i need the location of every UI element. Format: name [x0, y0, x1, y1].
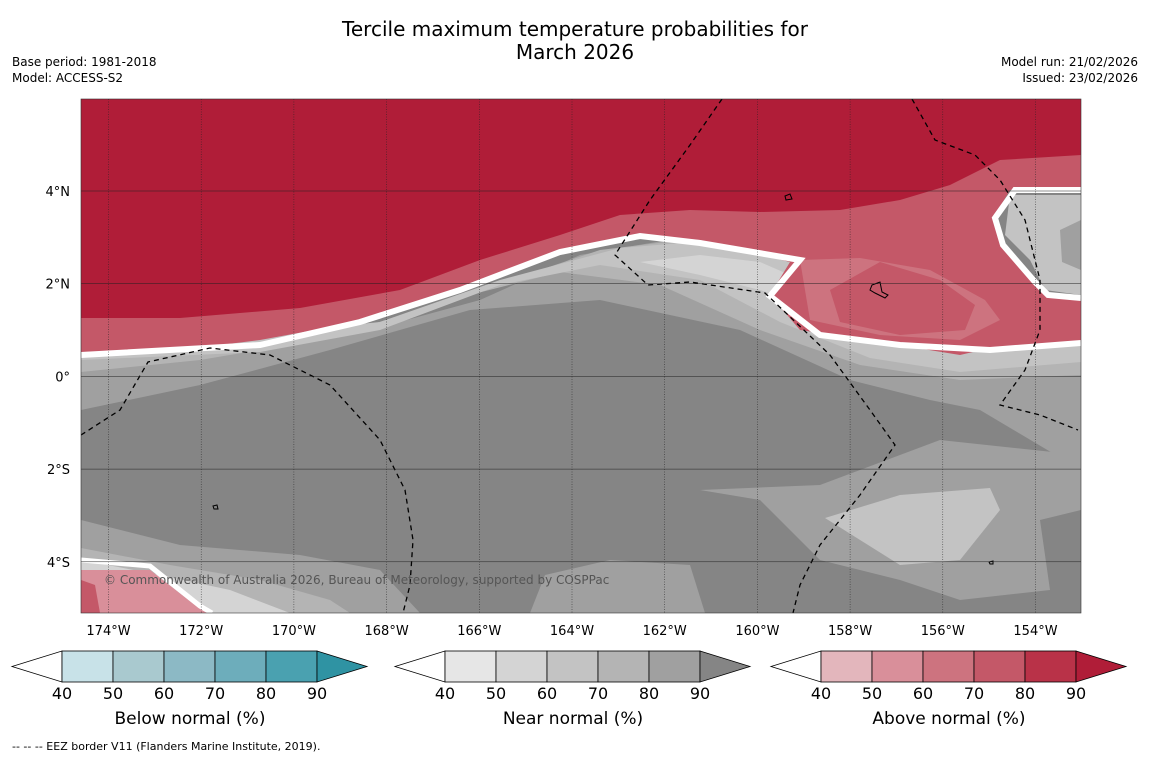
colorbar-extend-low [10, 650, 63, 683]
colorbar-tick-label: 50 [862, 684, 882, 703]
issued-text: Issued: 23/02/2026 [1022, 71, 1138, 85]
latitude-labels: 4°N 2°N 0° 2°S 4°S [46, 185, 71, 571]
gridlines [81, 99, 1081, 613]
colorbar-tick-label: 90 [1066, 684, 1086, 703]
colorbar-segment [973, 650, 1026, 683]
colorbar-segment [820, 650, 873, 683]
map-title: Tercile maximum temperature probabilitie… [0, 18, 1150, 64]
colorbar-extend-high [316, 650, 369, 683]
colorbar-extend-low [393, 650, 446, 683]
colorbar-segment [922, 650, 975, 683]
colorbar-tick-label: 80 [639, 684, 659, 703]
colorbar-extend-low [769, 650, 822, 683]
map-area [81, 99, 1081, 613]
colorbar-tick-label: 50 [486, 684, 506, 703]
colorbar-segment [112, 650, 165, 683]
meta-right: Model run: 21/02/2026 Issued: 23/02/2026 [1001, 54, 1138, 86]
colorbar-segment [546, 650, 599, 683]
colorbar-segment [444, 650, 497, 683]
eez-footnote: -- -- -- EEZ border V11 (Flanders Marine… [12, 740, 321, 753]
eez-border-west [81, 347, 414, 613]
model-text: Model: ACCESS-S2 [12, 71, 124, 85]
base-period-text: Base period: 1981-2018 [12, 55, 157, 69]
near-normal-ne-60 [1005, 195, 1081, 295]
colorbar-tick-label: 60 [537, 684, 557, 703]
above-normal-sw-70 [81, 580, 100, 613]
colorbar-segment [648, 650, 701, 683]
colorbar-tick-label: 70 [964, 684, 984, 703]
colorbar-segment [495, 650, 548, 683]
copyright-text: © Commonwealth of Australia 2026, Bureau… [104, 573, 609, 587]
latitude-label: 4°S [47, 556, 70, 571]
latitude-label: 2°N [46, 278, 71, 293]
colorbar-tick-label: 80 [1015, 684, 1035, 703]
longitude-label: 166°W [457, 624, 501, 639]
colorbar-tick-label: 60 [913, 684, 933, 703]
above-normal-ne-80 [830, 262, 975, 335]
colorbar-segment [214, 650, 267, 683]
colorbar-tick-label: 70 [205, 684, 225, 703]
white-boundary-sw [81, 557, 214, 613]
eez-border-central [614, 99, 896, 613]
above-normal-band-90 [81, 99, 1081, 318]
longitude-label: 158°W [828, 624, 872, 639]
colorbar-label-below: Below normal (%) [114, 709, 266, 729]
island-icon [784, 193, 793, 201]
longitude-label: 172°W [179, 624, 223, 639]
near-normal-band-70 [81, 238, 1081, 380]
colorbar-tick-label: 70 [588, 684, 608, 703]
colorbar-segment [871, 650, 924, 683]
longitude-label: 154°W [1013, 624, 1057, 639]
meta-left: Base period: 1981-2018 Model: ACCESS-S2 [12, 54, 157, 86]
above-normal-sw-50 [81, 570, 210, 613]
island-icon [988, 560, 994, 565]
colorbar-extend-high [699, 650, 752, 683]
colorbar-segment [597, 650, 650, 683]
colorbar-label-near: Near normal (%) [502, 709, 644, 729]
colorbars: 40 50 60 70 80 90 40 50 60 70 80 90 40 50 60 70 80 90 [10, 650, 1128, 703]
colorbar-tick-label: 40 [811, 684, 831, 703]
colorbar-extend-high [1075, 650, 1128, 683]
longitude-label: 160°W [735, 624, 779, 639]
white-boundary-ne [991, 187, 1081, 301]
colorbar-tick-label: 40 [435, 684, 455, 703]
colorbar-tick-label: 80 [256, 684, 276, 703]
latitude-label: 0° [55, 370, 70, 385]
longitude-labels: 174°W 172°W 170°W 168°W 166°W 164°W 162°W 160°W… [86, 624, 1057, 639]
colorbar-segment [163, 650, 216, 683]
colorbar-tick-label: 40 [52, 684, 72, 703]
model-run-text: Model run: 21/02/2026 [1000, 55, 1138, 69]
title-line-1: Tercile maximum temperature probabilitie… [342, 17, 808, 41]
latitude-label: 2°S [47, 463, 70, 478]
near-normal-south-strip [530, 560, 705, 613]
colorbar-tick-label: 60 [154, 684, 174, 703]
colorbar-segment [61, 650, 114, 683]
near-normal-band-50 [640, 255, 790, 300]
longitude-label: 170°W [272, 624, 316, 639]
near-normal-ne-80 [1060, 220, 1081, 270]
above-normal-edge [1060, 310, 1081, 322]
near-normal-south-60 [825, 488, 1000, 565]
longitude-label: 162°W [643, 624, 687, 639]
colorbar-tick-label: 90 [307, 684, 327, 703]
longitude-label: 164°W [550, 624, 594, 639]
island-icon [212, 504, 219, 510]
eez-border-east [911, 99, 1079, 431]
colorbar-segment [1024, 650, 1077, 683]
longitude-label: 156°W [921, 624, 965, 639]
colorbar-tick-label: 90 [690, 684, 710, 703]
longitude-label: 174°W [86, 624, 130, 639]
colorbar-segment [265, 650, 318, 683]
title-line-2: March 2026 [515, 40, 635, 64]
white-boundary-north [81, 232, 1081, 358]
colorbar-tick-label: 50 [103, 684, 123, 703]
latitude-label: 4°N [46, 185, 71, 200]
colorbar-label-above: Above normal (%) [872, 709, 1026, 729]
longitude-label: 168°W [365, 624, 409, 639]
map-frame [80, 98, 1082, 614]
